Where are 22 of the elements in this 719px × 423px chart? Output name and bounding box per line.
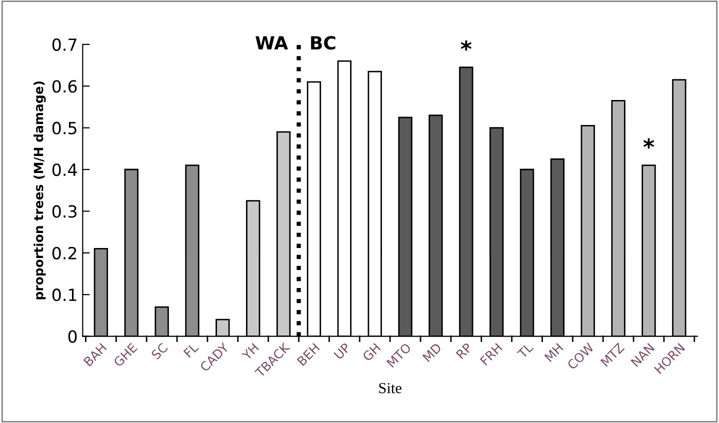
y-tick-label: 0.7: [52, 38, 76, 51]
y-tick-label: 0.2: [52, 246, 76, 260]
y-tick-label: 0.4: [52, 163, 77, 176]
x-tick-label: RP: [456, 342, 473, 360]
annotation: WA: [256, 36, 288, 50]
annotation: *: [460, 40, 472, 51]
x-tick-label: MH: [544, 342, 564, 362]
x-tick-label: MD: [422, 342, 442, 362]
y-tick-label: 0.1: [52, 288, 76, 302]
x-axis-title: Site: [379, 382, 402, 394]
x-tick-label: FL: [183, 342, 199, 358]
x-tick-label: TL: [516, 342, 534, 359]
x-tick-label: GH: [362, 342, 381, 362]
y-tick-label: 0.5: [52, 122, 76, 134]
y-tick-label: 0.6: [52, 80, 77, 93]
y-tick-label: 0.3: [52, 205, 76, 218]
annotation: *: [643, 138, 654, 149]
annotation: BC: [311, 36, 336, 50]
y-tick-label: 0: [68, 330, 77, 343]
x-tick-label: SC: [150, 342, 168, 360]
y-axis-title: proportion trees (M/H damage): [34, 81, 46, 300]
x-tick-label: UP: [334, 342, 351, 360]
